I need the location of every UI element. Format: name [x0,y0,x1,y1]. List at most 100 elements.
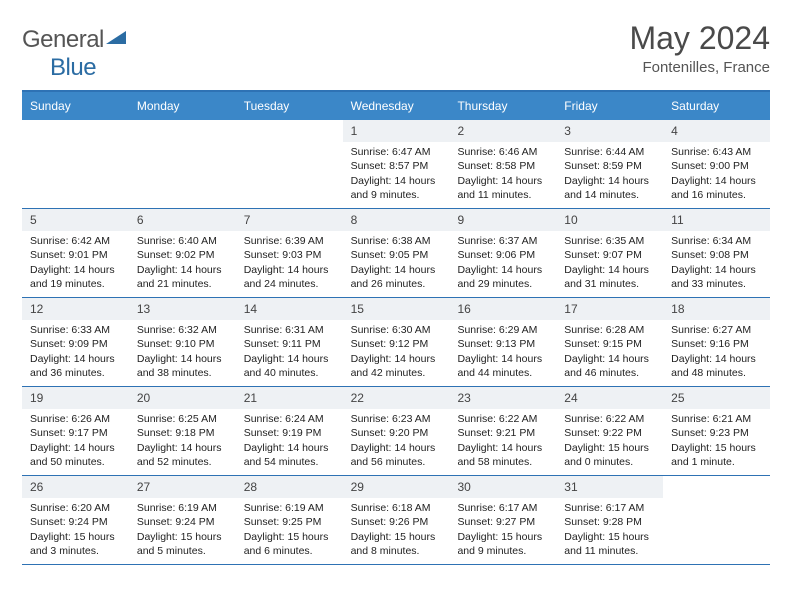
day-number: 29 [343,476,450,498]
day-cell: 3Sunrise: 6:44 AMSunset: 8:59 PMDaylight… [556,120,663,208]
day-sr: Sunrise: 6:35 AM [564,234,657,248]
day-ss: Sunset: 9:22 PM [564,426,657,440]
day-body: Sunrise: 6:19 AMSunset: 9:24 PMDaylight:… [129,498,236,562]
day-header: Friday [556,92,663,120]
day-cell: 1Sunrise: 6:47 AMSunset: 8:57 PMDaylight… [343,120,450,208]
day-body: Sunrise: 6:27 AMSunset: 9:16 PMDaylight:… [663,320,770,384]
day-number: 4 [663,120,770,142]
day-d1: Daylight: 14 hours [137,352,230,366]
day-sr: Sunrise: 6:28 AM [564,323,657,337]
day-d2: and 50 minutes. [30,455,123,469]
day-d1: Daylight: 15 hours [457,530,550,544]
day-d2: and 14 minutes. [564,188,657,202]
day-d1: Daylight: 15 hours [30,530,123,544]
day-sr: Sunrise: 6:22 AM [564,412,657,426]
day-ss: Sunset: 9:18 PM [137,426,230,440]
day-sr: Sunrise: 6:19 AM [137,501,230,515]
day-ss: Sunset: 9:01 PM [30,248,123,262]
day-d1: Daylight: 14 hours [244,263,337,277]
day-d1: Daylight: 14 hours [351,441,444,455]
day-sr: Sunrise: 6:17 AM [457,501,550,515]
day-sr: Sunrise: 6:18 AM [351,501,444,515]
day-d1: Daylight: 14 hours [244,441,337,455]
day-d2: and 48 minutes. [671,366,764,380]
day-d1: Daylight: 14 hours [457,174,550,188]
logo: General Blue [22,26,126,82]
day-body: Sunrise: 6:21 AMSunset: 9:23 PMDaylight:… [663,409,770,473]
day-number: 17 [556,298,663,320]
day-header: Sunday [22,92,129,120]
day-body: Sunrise: 6:40 AMSunset: 9:02 PMDaylight:… [129,231,236,295]
week-row: 5Sunrise: 6:42 AMSunset: 9:01 PMDaylight… [22,209,770,298]
day-number: 8 [343,209,450,231]
day-d1: Daylight: 14 hours [351,352,444,366]
day-number: 18 [663,298,770,320]
day-number: 22 [343,387,450,409]
day-d2: and 3 minutes. [30,544,123,558]
day-ss: Sunset: 9:02 PM [137,248,230,262]
day-d2: and 5 minutes. [137,544,230,558]
day-d1: Daylight: 15 hours [351,530,444,544]
day-ss: Sunset: 9:23 PM [671,426,764,440]
day-number: 10 [556,209,663,231]
day-sr: Sunrise: 6:17 AM [564,501,657,515]
day-cell: 12Sunrise: 6:33 AMSunset: 9:09 PMDayligh… [22,298,129,386]
day-number: 12 [22,298,129,320]
day-cell: 25Sunrise: 6:21 AMSunset: 9:23 PMDayligh… [663,387,770,475]
day-body: Sunrise: 6:47 AMSunset: 8:57 PMDaylight:… [343,142,450,206]
day-number: 9 [449,209,556,231]
day-d2: and 52 minutes. [137,455,230,469]
day-d2: and 8 minutes. [351,544,444,558]
day-d1: Daylight: 14 hours [564,174,657,188]
day-cell: 24Sunrise: 6:22 AMSunset: 9:22 PMDayligh… [556,387,663,475]
day-ss: Sunset: 9:21 PM [457,426,550,440]
day-number: 26 [22,476,129,498]
day-cell: 11Sunrise: 6:34 AMSunset: 9:08 PMDayligh… [663,209,770,297]
day-cell: 23Sunrise: 6:22 AMSunset: 9:21 PMDayligh… [449,387,556,475]
day-body: Sunrise: 6:26 AMSunset: 9:17 PMDaylight:… [22,409,129,473]
day-sr: Sunrise: 6:34 AM [671,234,764,248]
day-sr: Sunrise: 6:26 AM [30,412,123,426]
day-d2: and 29 minutes. [457,277,550,291]
day-ss: Sunset: 9:28 PM [564,515,657,529]
day-cell: 8Sunrise: 6:38 AMSunset: 9:05 PMDaylight… [343,209,450,297]
day-sr: Sunrise: 6:33 AM [30,323,123,337]
day-body: Sunrise: 6:44 AMSunset: 8:59 PMDaylight:… [556,142,663,206]
day-d2: and 38 minutes. [137,366,230,380]
day-d2: and 42 minutes. [351,366,444,380]
day-d2: and 31 minutes. [564,277,657,291]
day-cell: 27Sunrise: 6:19 AMSunset: 9:24 PMDayligh… [129,476,236,564]
day-header: Tuesday [236,92,343,120]
day-d2: and 9 minutes. [457,544,550,558]
day-body: Sunrise: 6:43 AMSunset: 9:00 PMDaylight:… [663,142,770,206]
day-cell: 7Sunrise: 6:39 AMSunset: 9:03 PMDaylight… [236,209,343,297]
day-cell: 19Sunrise: 6:26 AMSunset: 9:17 PMDayligh… [22,387,129,475]
day-ss: Sunset: 9:15 PM [564,337,657,351]
day-cell [129,120,236,208]
day-header: Saturday [663,92,770,120]
day-d1: Daylight: 15 hours [671,441,764,455]
week-row: 1Sunrise: 6:47 AMSunset: 8:57 PMDaylight… [22,120,770,209]
day-d2: and 11 minutes. [564,544,657,558]
day-sr: Sunrise: 6:40 AM [137,234,230,248]
day-ss: Sunset: 9:27 PM [457,515,550,529]
day-cell [236,120,343,208]
day-ss: Sunset: 9:16 PM [671,337,764,351]
day-d2: and 0 minutes. [564,455,657,469]
day-d2: and 33 minutes. [671,277,764,291]
logo-text: General Blue [22,26,126,82]
day-sr: Sunrise: 6:31 AM [244,323,337,337]
day-sr: Sunrise: 6:46 AM [457,145,550,159]
day-cell: 29 Sunrise: 6:18 AMSunset: 9:26 PMDayligh… [343,476,450,564]
day-ss: Sunset: 9:26 PM [351,515,444,529]
day-sr: Sunrise: 6:22 AM [457,412,550,426]
day-ss: Sunset: 9:09 PM [30,337,123,351]
day-body: Sunrise: 6:22 AMSunset: 9:21 PMDaylight:… [449,409,556,473]
logo-triangle-icon [106,31,126,47]
day-number: 3 [556,120,663,142]
day-ss: Sunset: 9:08 PM [671,248,764,262]
day-body: Sunrise: 6:42 AMSunset: 9:01 PMDaylight:… [22,231,129,295]
day-cell: 15Sunrise: 6:30 AMSunset: 9:12 PMDayligh… [343,298,450,386]
day-cell: 14Sunrise: 6:31 AMSunset: 9:11 PMDayligh… [236,298,343,386]
day-cell: 10Sunrise: 6:35 AMSunset: 9:07 PMDayligh… [556,209,663,297]
